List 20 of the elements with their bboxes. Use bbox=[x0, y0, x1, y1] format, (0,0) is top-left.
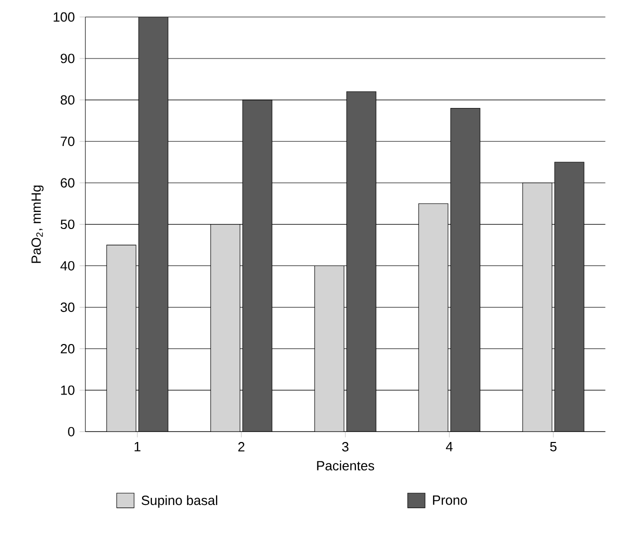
y-axis-title: PaO$_{2}$, mmHg bbox=[31, 186, 44, 263]
y-tick-label: 50 bbox=[60, 220, 74, 230]
x-tick-label: 1 bbox=[134, 442, 140, 452]
y-tick-label: 60 bbox=[60, 178, 74, 188]
y-tick-label: 90 bbox=[60, 54, 74, 64]
x-tick-label: 2 bbox=[238, 442, 244, 452]
legend-label: Prono bbox=[433, 496, 467, 505]
y-tick-label: 30 bbox=[60, 302, 74, 312]
x-tick-label: 5 bbox=[550, 442, 556, 452]
x-tick-label: 4 bbox=[446, 442, 453, 452]
y-tick-label: 0 bbox=[68, 426, 74, 436]
y-tick-label: 70 bbox=[60, 136, 74, 146]
y-tick-label: 10 bbox=[61, 385, 74, 395]
y-tick-label: 40 bbox=[60, 261, 74, 271]
y-tick-label: 20 bbox=[60, 344, 74, 354]
x-tick-label: 3 bbox=[342, 442, 348, 452]
x-axis-title: Pacientes bbox=[317, 460, 374, 470]
y-tick-label: 100 bbox=[54, 12, 74, 22]
legend-label: Supino basal bbox=[142, 495, 218, 508]
y-tick-label: 80 bbox=[60, 95, 74, 105]
